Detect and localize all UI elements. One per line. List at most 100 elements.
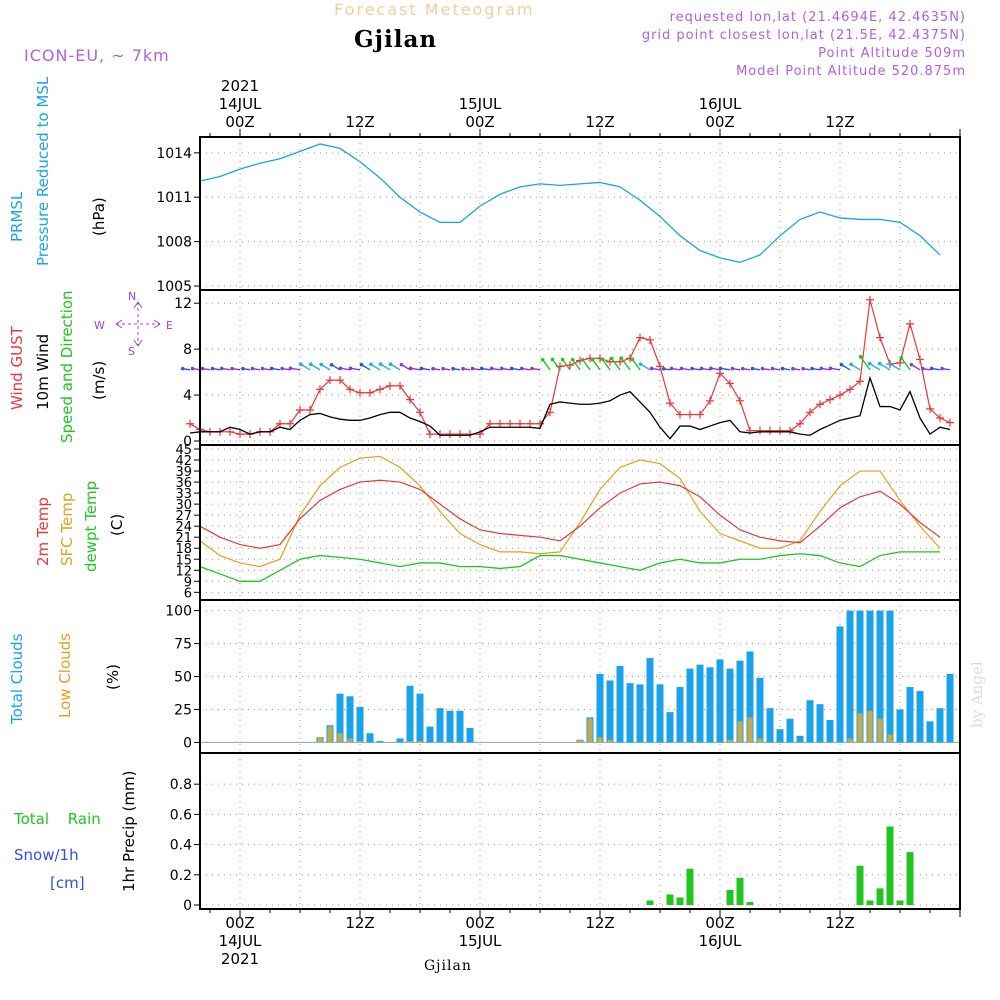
- top-axis-label: 16JUL: [698, 95, 742, 113]
- wind-arrowhead: [200, 366, 205, 371]
- bottom-axis-label: 12Z: [825, 914, 855, 932]
- low-cloud-bar: [847, 738, 853, 743]
- total-cloud-bar: [346, 696, 354, 743]
- gust-point: [516, 419, 524, 428]
- total-cloud-bar: [946, 673, 954, 743]
- low-cloud-bar: [877, 718, 883, 743]
- bottom-axis-label: 12Z: [585, 914, 615, 932]
- y-tick-label: 36: [175, 476, 192, 491]
- y-tick-label: 1008: [156, 235, 192, 251]
- panel-frame: [199, 136, 961, 291]
- wind-arrowhead: [609, 356, 614, 361]
- wind-arrowhead: [470, 366, 475, 371]
- wind-arrowhead: [940, 366, 944, 371]
- y-tick-label: 12: [174, 296, 192, 312]
- total-cloud-bar: [806, 700, 814, 743]
- model-altitude: Model Point Altitude 520.875m: [736, 64, 966, 79]
- bottom-axis-label: 00Z: [225, 914, 255, 932]
- total-cloud-bar: [756, 677, 764, 743]
- gust-point: [716, 369, 724, 378]
- gust-point: [446, 430, 454, 439]
- gust-point: [606, 357, 614, 366]
- y-tick-label: 0: [183, 735, 192, 751]
- gust-point: [936, 414, 944, 423]
- wind-arrowhead: [867, 361, 872, 366]
- total-cloud-bar: [426, 726, 434, 743]
- top-axis-label: 2021: [220, 77, 260, 95]
- bottom-axis-label: 00Z: [465, 914, 495, 932]
- total-cloud-bar: [726, 668, 734, 743]
- wind-arrowhead: [210, 366, 215, 371]
- total-cloud-bar: [816, 704, 824, 743]
- wind-arrowhead: [699, 366, 704, 371]
- total-cloud-bar: [636, 684, 644, 743]
- gust-point: [766, 426, 774, 435]
- clouds-label-total: Total Clouds: [8, 633, 26, 724]
- total-cloud-bar: [906, 687, 914, 743]
- wind-arrowhead: [849, 362, 853, 367]
- low-cloud-bar: [867, 710, 873, 743]
- low-cloud-bar: [597, 737, 603, 743]
- wind-direction-arrow: [631, 359, 641, 371]
- bottom-axis-label: 14JUL: [218, 932, 262, 950]
- gust-point: [416, 408, 424, 417]
- wind-arrowhead: [519, 366, 524, 371]
- wind-direction-arrow: [869, 363, 881, 371]
- wind-arrowhead: [590, 357, 595, 362]
- total-cloud-bar: [336, 693, 344, 743]
- rain-bar: [666, 894, 674, 905]
- total-cloud-bar: [876, 610, 884, 743]
- total-cloud-bar: [846, 610, 854, 743]
- wind-arrowhead: [690, 366, 694, 371]
- low-cloud-bar: [417, 741, 423, 743]
- compass-n: N: [128, 290, 137, 303]
- clouds-label-low: Low Clouds: [56, 633, 74, 718]
- low-cloud-bar: [337, 733, 343, 743]
- wind-arrowhead: [479, 366, 484, 371]
- y-tick-label: 0.8: [170, 777, 192, 793]
- y-tick-label: 21: [175, 531, 192, 546]
- total-cloud-bar: [616, 665, 624, 743]
- low-cloud-bar: [317, 737, 323, 743]
- gust-point: [786, 426, 794, 435]
- y-tick-label: 8: [183, 342, 192, 358]
- gust-point: [316, 385, 324, 394]
- temp-unit: (C): [108, 513, 126, 536]
- wind-arrowhead: [530, 366, 534, 371]
- y-tick-label: 9: [184, 575, 192, 590]
- compass-e: E: [166, 319, 173, 332]
- total-cloud-bar: [416, 693, 424, 743]
- wind-direction-arrow: [390, 363, 401, 371]
- low-cloud-bar: [757, 738, 763, 743]
- gust-point: [706, 396, 714, 405]
- total-cloud-bar: [916, 691, 924, 743]
- gust-point: [276, 419, 284, 428]
- gust-point: [676, 410, 684, 419]
- top-axis-label: 12Z: [825, 113, 855, 131]
- gust-point: [856, 377, 864, 386]
- wind-arrowhead: [669, 366, 674, 371]
- wind-arrowhead: [630, 357, 635, 362]
- wind-arrowhead: [509, 366, 514, 371]
- chart-subtitle: Forecast Meteogram: [334, 0, 535, 19]
- gust-point: [536, 419, 544, 428]
- gridpoint-coords: grid point closest lon,lat (21.5E, 42.43…: [641, 28, 966, 43]
- wind-arrowhead: [431, 366, 435, 371]
- rain-bar: [856, 865, 864, 905]
- low-cloud-bar: [607, 739, 613, 743]
- total-cloud-bar: [406, 685, 414, 743]
- wind-arrowhead: [828, 366, 833, 371]
- gust-point: [636, 333, 644, 342]
- gust-point: [646, 335, 654, 344]
- wind-arrowhead: [329, 362, 334, 367]
- total-cloud-bar: [786, 718, 794, 743]
- precip-label-snow: Snow/1h: [14, 846, 79, 864]
- total-cloud-bar: [626, 683, 634, 743]
- gust-point: [846, 385, 854, 394]
- y-tick-label: 75: [174, 637, 192, 653]
- gust-point: [286, 419, 294, 428]
- rain-bar: [906, 852, 914, 905]
- top-axis-label: 00Z: [705, 113, 735, 131]
- low-cloud-bar: [727, 739, 733, 743]
- point-altitude: Point Altitude 509m: [818, 46, 966, 61]
